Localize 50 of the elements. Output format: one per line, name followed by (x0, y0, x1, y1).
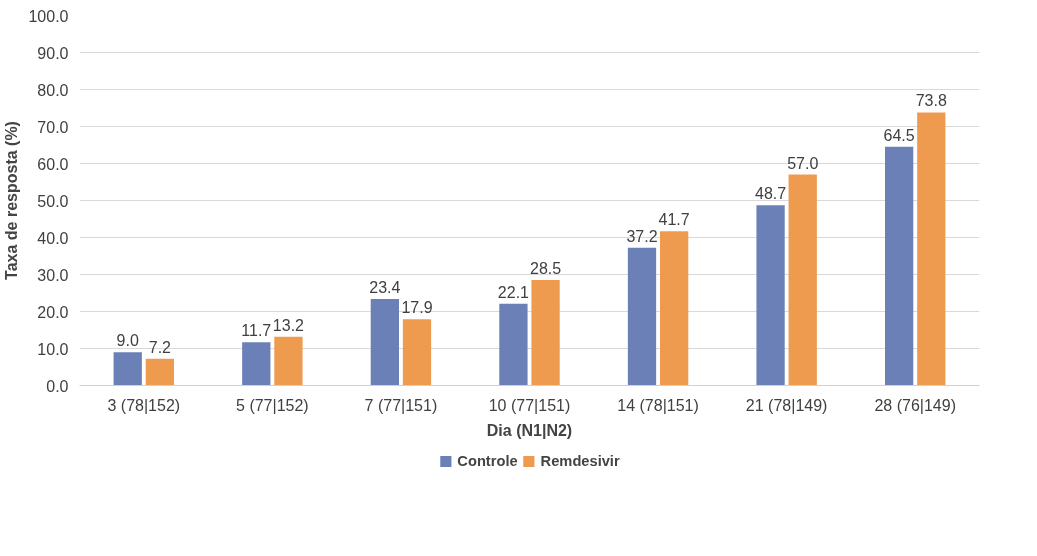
x-axis-title: Dia (N1|N2) (486, 421, 573, 439)
data-label: 57.0 (787, 154, 819, 172)
y-tick-label: 60.0 (37, 155, 69, 173)
y-tick-label: 10.0 (37, 340, 69, 358)
data-label: 7.2 (148, 338, 172, 356)
y-tick-label: 100.0 (28, 7, 69, 25)
y-tick-label: 80.0 (37, 81, 69, 99)
data-label: 41.7 (658, 211, 690, 229)
data-label: 73.8 (915, 92, 947, 110)
data-label: 13.2 (272, 316, 305, 334)
x-tick-label: 7 (77|151) (364, 396, 438, 414)
x-tick-label: 10 (77|151) (488, 396, 571, 414)
bar (788, 174, 817, 386)
data-label: 37.2 (626, 227, 658, 245)
data-label: 23.4 (369, 278, 401, 296)
x-tick-label: 5 (77|152) (236, 396, 309, 414)
legend-label: Controle (457, 453, 518, 469)
x-tick-label: 28 (76|149) (874, 396, 956, 414)
y-tick-label: 30.0 (37, 266, 69, 284)
x-tick-label: 14 (78|151) (617, 396, 699, 414)
y-tick-label: 0.0 (46, 377, 69, 395)
data-label: 11.7 (241, 322, 272, 340)
bar (499, 303, 528, 386)
bar (370, 298, 399, 386)
bar (402, 319, 432, 386)
y-axis-title: Taxa de resposta (%) (3, 121, 21, 280)
data-label: 22.1 (497, 283, 530, 301)
bar (756, 205, 785, 386)
bar (660, 231, 689, 386)
bar (113, 352, 142, 386)
bar (531, 280, 560, 386)
data-label: 9.0 (116, 332, 139, 350)
bar (145, 358, 174, 386)
bar (885, 146, 914, 386)
data-label: 28.5 (530, 260, 562, 278)
bar (242, 342, 271, 386)
data-label: 17.9 (401, 299, 433, 317)
x-tick-label: 21 (78|149) (745, 396, 828, 414)
y-tick-label: 50.0 (37, 192, 69, 210)
legend-label: Remdesivir (540, 453, 620, 469)
y-tick-label: 70.0 (37, 118, 69, 136)
data-label: 48.7 (755, 185, 787, 203)
bar (627, 247, 657, 386)
bar (917, 112, 946, 386)
y-tick-label: 20.0 (37, 303, 69, 321)
y-tick-label: 90.0 (37, 44, 69, 62)
y-tick-label: 40.0 (37, 229, 69, 247)
data-label: 64.5 (883, 126, 915, 144)
bar (274, 336, 303, 386)
x-tick-label: 3 (78|152) (107, 396, 181, 414)
